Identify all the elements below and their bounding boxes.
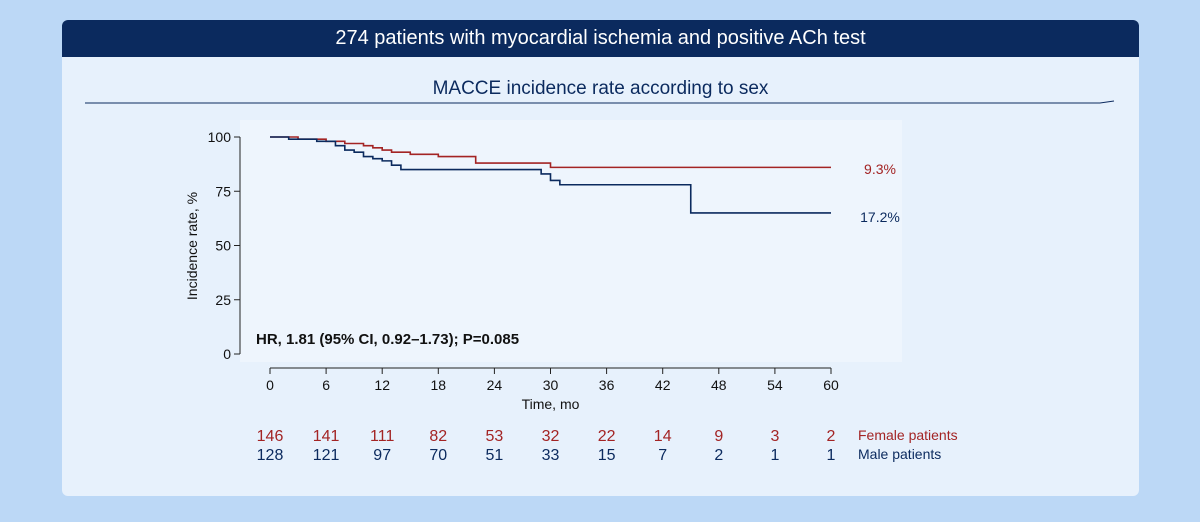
at-risk-female-54: 3 <box>770 428 779 445</box>
x-tick-label-24: 24 <box>487 377 503 393</box>
x-tick-label-30: 30 <box>543 377 559 393</box>
at-risk-male-30: 33 <box>542 447 560 464</box>
at-risk-female-0: 146 <box>257 428 284 445</box>
at-risk-female-30: 32 <box>542 428 560 445</box>
at-risk-female-12: 111 <box>370 428 394 445</box>
at-risk-female-36: 22 <box>598 428 616 445</box>
at-risk-male-12: 97 <box>373 447 391 464</box>
hazard-ratio-annotation: HR, 1.81 (95% CI, 0.92–1.73); P=0.085 <box>256 331 519 348</box>
y-axis-label: Incidence rate, % <box>184 192 200 300</box>
x-tick-label-6: 6 <box>322 377 330 393</box>
plot-area <box>240 120 902 362</box>
at-risk-male-48: 2 <box>714 447 723 464</box>
at-risk-row-label-male: Male patients <box>858 446 941 462</box>
card-header: 274 patients with myocardial ischemia an… <box>62 20 1139 57</box>
at-risk-female-60: 2 <box>827 428 836 445</box>
y-tick-label-0: 0 <box>223 346 231 362</box>
at-risk-row-label-female: Female patients <box>858 427 958 443</box>
end-label-female: 9.3% <box>864 161 896 177</box>
x-tick-label-42: 42 <box>655 377 671 393</box>
x-axis-label: Time, mo <box>522 396 580 412</box>
at-risk-male-6: 121 <box>313 447 340 464</box>
end-label-male: 17.2% <box>860 209 900 225</box>
x-tick-label-0: 0 <box>266 377 274 393</box>
at-risk-male-0: 128 <box>257 447 284 464</box>
at-risk-male-24: 51 <box>486 447 504 464</box>
at-risk-female-18: 82 <box>429 428 447 445</box>
x-tick-label-54: 54 <box>767 377 783 393</box>
series-line-male <box>270 136 831 214</box>
x-tick-label-48: 48 <box>711 377 727 393</box>
at-risk-male-18: 70 <box>429 447 447 464</box>
y-tick-label-75: 75 <box>215 183 231 199</box>
at-risk-female-48: 9 <box>714 428 723 445</box>
y-tick-label-25: 25 <box>215 292 231 308</box>
x-tick-label-12: 12 <box>374 377 390 393</box>
at-risk-female-6: 141 <box>313 428 340 445</box>
at-risk-female-42: 14 <box>654 428 672 445</box>
y-tick-label-50: 50 <box>215 238 231 254</box>
y-tick-label-100: 100 <box>208 129 232 145</box>
chart-subtitle: MACCE incidence rate according to sex <box>432 78 769 99</box>
x-tick-label-60: 60 <box>823 377 839 393</box>
at-risk-female-24: 53 <box>486 428 504 445</box>
x-tick-label-18: 18 <box>431 377 447 393</box>
at-risk-male-42: 7 <box>658 447 667 464</box>
at-risk-male-36: 15 <box>598 447 616 464</box>
x-tick-label-36: 36 <box>599 377 615 393</box>
at-risk-male-60: 1 <box>827 447 836 464</box>
at-risk-male-54: 1 <box>770 447 779 464</box>
subtitle-divider <box>85 100 1115 104</box>
